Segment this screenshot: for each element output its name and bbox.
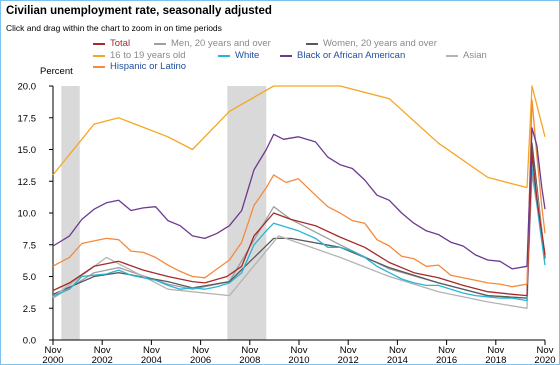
x-tick-year: 2004 xyxy=(141,355,162,365)
chart-title: Civilian unemployment rate, seasonally a… xyxy=(6,5,272,17)
legend-label: Men, 20 years and over xyxy=(171,38,271,49)
x-tick-year: 2002 xyxy=(92,355,113,365)
legend-swatch xyxy=(93,65,105,68)
y-tick-label: 5.0 xyxy=(23,272,36,283)
y-tick-label: 0.0 xyxy=(23,336,36,347)
recession-band xyxy=(61,86,80,340)
x-tick-year: 2008 xyxy=(239,355,260,365)
legend-label: Black or African American xyxy=(297,50,406,61)
y-tick-label: 15.0 xyxy=(18,145,37,156)
x-tick-month: Nov xyxy=(340,345,357,356)
legend-item-hispanic[interactable]: Hispanic or Latino xyxy=(93,61,186,72)
legend-label: White xyxy=(235,50,260,61)
legend-swatch xyxy=(280,54,292,57)
series-lines xyxy=(52,85,546,309)
legend-label: Total xyxy=(110,38,131,49)
legend-item-women[interactable]: Women, 20 years and over xyxy=(306,38,437,49)
legend-item-black[interactable]: Black or African American xyxy=(280,50,405,61)
recession-band xyxy=(227,86,267,340)
x-tick-year: 2000 xyxy=(42,355,63,365)
legend-swatch xyxy=(93,54,105,57)
x-tick-month: Nov xyxy=(94,345,111,356)
axes: 0.02.55.07.510.012.515.017.520.0Nov2000N… xyxy=(18,82,556,365)
y-tick-label: 17.5 xyxy=(18,113,37,124)
series-line-hispanic-or-latino xyxy=(52,99,546,288)
x-tick-month: Nov xyxy=(487,345,504,356)
legend-item-asian[interactable]: Asian xyxy=(446,50,487,61)
x-tick-month: Nov xyxy=(438,345,455,356)
x-tick-month: Nov xyxy=(45,345,62,356)
x-tick-year: 2016 xyxy=(436,355,457,365)
legend-label: 16 to 19 years old xyxy=(110,50,186,61)
legend-item-total[interactable]: Total xyxy=(93,38,130,49)
x-tick-month: Nov xyxy=(192,345,209,356)
legend-swatch xyxy=(93,42,105,45)
chart-subtitle: Click and drag within the chart to zoom … xyxy=(6,23,222,33)
y-tick-label: 20.0 xyxy=(18,82,37,93)
legend-label: Asian xyxy=(463,50,487,61)
series-line-white xyxy=(52,159,546,302)
series-line-total xyxy=(52,152,546,297)
y-tick-label: 12.5 xyxy=(18,177,37,188)
legend-item-men[interactable]: Men, 20 years and over xyxy=(154,38,271,49)
x-tick-year: 2014 xyxy=(387,355,408,365)
legend-swatch xyxy=(306,42,318,45)
series-line-black-or-african-american xyxy=(52,127,546,270)
legend-label: Women, 20 years and over xyxy=(323,38,437,49)
recession-shading xyxy=(61,86,267,340)
x-tick-month: Nov xyxy=(143,345,160,356)
x-tick-year: 2010 xyxy=(288,355,309,365)
y-tick-label: 7.5 xyxy=(23,240,36,251)
legend-swatch xyxy=(446,54,458,57)
series-line-16-to-19-years-old xyxy=(52,85,546,189)
x-tick-month: Nov xyxy=(537,345,554,356)
legend-label: Hispanic or Latino xyxy=(110,61,187,72)
legend-item-white[interactable]: White xyxy=(218,50,259,61)
x-tick-month: Nov xyxy=(241,345,258,356)
x-tick-year: 2012 xyxy=(338,355,359,365)
legend-swatch xyxy=(154,42,166,45)
y-tick-label: 2.5 xyxy=(23,304,36,315)
legend-item-teens[interactable]: 16 to 19 years old xyxy=(93,50,186,61)
legend-swatch xyxy=(218,54,230,57)
x-tick-month: Nov xyxy=(389,345,406,356)
x-tick-year: 2020 xyxy=(534,355,555,365)
y-tick-label: 10.0 xyxy=(18,209,37,220)
x-tick-year: 2006 xyxy=(190,355,211,365)
x-tick-month: Nov xyxy=(291,345,308,356)
y-axis-label: Percent xyxy=(40,66,73,77)
x-tick-year: 2018 xyxy=(485,355,506,365)
